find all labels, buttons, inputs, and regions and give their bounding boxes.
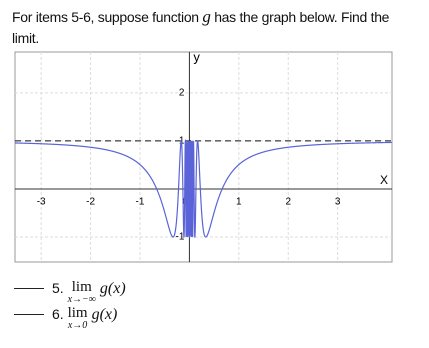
y-tick-label: 2 [179, 87, 185, 98]
limit-operator: lim [67, 305, 88, 321]
limit-subscript: x→0 [67, 320, 88, 331]
limit-subscript: x→−∞ [67, 294, 96, 305]
question: 5. lim x→−∞ g(x) [14, 280, 126, 314]
question: 6. lim x→0 g(x) [14, 306, 117, 340]
question-number: 5. [52, 280, 64, 296]
x-tick-label: 1 [236, 197, 242, 208]
x-tick-label: -3 [37, 197, 46, 208]
question-number: 6. [52, 306, 64, 322]
y-axis-label: y [193, 49, 200, 64]
x-axis-label: X [380, 173, 388, 187]
x-tick-label: -2 [86, 197, 95, 208]
prompt-text: For items 5-6, suppose function [12, 9, 199, 25]
prompt-text: has the graph below. Find the limit. [12, 9, 390, 46]
x-tick-label: 3 [335, 197, 341, 208]
x-tick-label: 2 [285, 197, 291, 208]
function-curve [14, 138, 392, 239]
y-tick-label: -1 [176, 232, 185, 243]
limit-operator: lim [71, 279, 92, 295]
x-tick-label: -1 [136, 197, 145, 208]
graph: -3 -2 -1 0 1 2 321-1yX [14, 49, 393, 263]
prompt: For items 5-6, suppose function g has th… [12, 6, 412, 49]
limit-expression: g(x) [99, 280, 126, 297]
limit-expression: g(x) [91, 306, 118, 323]
function-name: g [202, 7, 211, 26]
